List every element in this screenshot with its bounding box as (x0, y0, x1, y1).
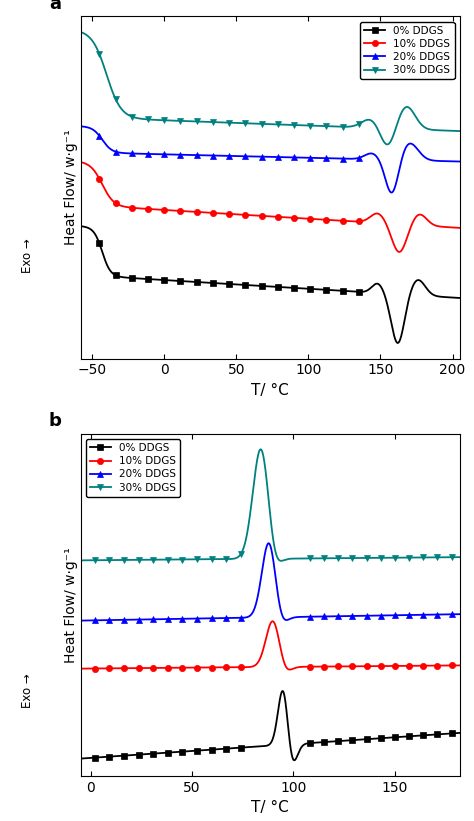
X-axis label: T/ °C: T/ °C (251, 800, 289, 815)
Y-axis label: Heat Flow/ w·g⁻¹: Heat Flow/ w·g⁻¹ (64, 547, 78, 663)
Text: b: b (49, 412, 62, 430)
Text: Exo →: Exo → (21, 673, 34, 708)
Text: Exo →: Exo → (21, 239, 34, 273)
X-axis label: T/ °C: T/ °C (251, 383, 289, 398)
Legend: 0% DDGS, 10% DDGS, 20% DDGS, 30% DDGS: 0% DDGS, 10% DDGS, 20% DDGS, 30% DDGS (360, 21, 455, 80)
Text: a: a (50, 0, 62, 13)
Y-axis label: Heat Flow/ w·g⁻¹: Heat Flow/ w·g⁻¹ (64, 130, 78, 245)
Legend: 0% DDGS, 10% DDGS, 20% DDGS, 30% DDGS: 0% DDGS, 10% DDGS, 20% DDGS, 30% DDGS (86, 439, 180, 497)
